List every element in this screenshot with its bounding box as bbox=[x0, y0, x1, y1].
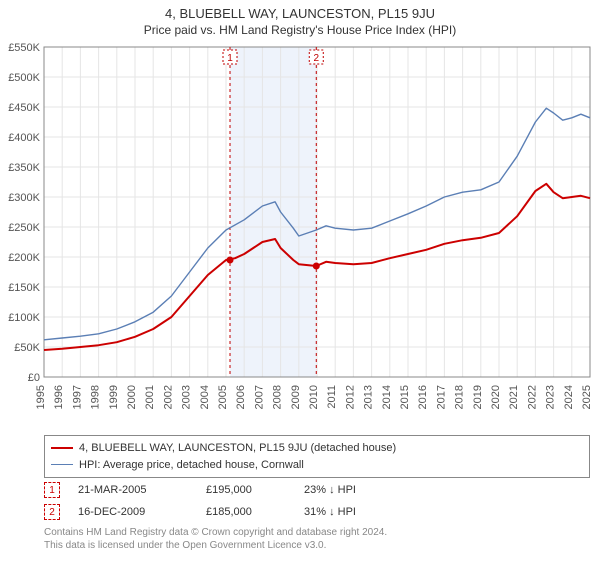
svg-text:2000: 2000 bbox=[126, 385, 138, 409]
svg-text:2024: 2024 bbox=[563, 385, 575, 409]
svg-text:£450K: £450K bbox=[8, 102, 40, 114]
legend-label-hpi: HPI: Average price, detached house, Corn… bbox=[79, 457, 304, 474]
svg-text:2013: 2013 bbox=[363, 385, 375, 409]
legend-swatch-property bbox=[51, 447, 73, 449]
legend: 4, BLUEBELL WAY, LAUNCESTON, PL15 9JU (d… bbox=[44, 435, 590, 478]
svg-text:£250K: £250K bbox=[8, 222, 40, 234]
svg-text:£350K: £350K bbox=[8, 162, 40, 174]
svg-text:2: 2 bbox=[313, 53, 319, 64]
svg-text:2011: 2011 bbox=[326, 385, 338, 409]
sale-row: 1 21-MAR-2005 £195,000 23% ↓ HPI bbox=[44, 482, 590, 498]
svg-text:2004: 2004 bbox=[199, 385, 211, 409]
svg-text:2023: 2023 bbox=[545, 385, 557, 409]
svg-text:2014: 2014 bbox=[381, 385, 393, 409]
sale-date: 21-MAR-2005 bbox=[78, 484, 188, 496]
svg-text:2015: 2015 bbox=[399, 385, 411, 409]
svg-text:2020: 2020 bbox=[490, 385, 502, 409]
svg-text:1999: 1999 bbox=[108, 385, 120, 409]
sale-marker-icon: 1 bbox=[44, 482, 60, 498]
legend-swatch-hpi bbox=[51, 464, 73, 465]
legend-label-property: 4, BLUEBELL WAY, LAUNCESTON, PL15 9JU (d… bbox=[79, 440, 396, 457]
svg-text:2012: 2012 bbox=[344, 385, 356, 409]
svg-text:2006: 2006 bbox=[235, 385, 247, 409]
svg-text:2019: 2019 bbox=[472, 385, 484, 409]
svg-text:£0: £0 bbox=[28, 372, 40, 384]
svg-text:2008: 2008 bbox=[272, 385, 284, 409]
footer-line: Contains HM Land Registry data © Crown c… bbox=[44, 526, 590, 539]
page-title: 4, BLUEBELL WAY, LAUNCESTON, PL15 9JU bbox=[0, 6, 600, 21]
svg-text:£400K: £400K bbox=[8, 132, 40, 144]
svg-text:£200K: £200K bbox=[8, 252, 40, 264]
svg-text:2010: 2010 bbox=[308, 385, 320, 409]
svg-text:1: 1 bbox=[227, 53, 233, 64]
legend-row-hpi: HPI: Average price, detached house, Corn… bbox=[51, 457, 583, 474]
svg-text:£300K: £300K bbox=[8, 192, 40, 204]
footer-line: This data is licensed under the Open Gov… bbox=[44, 539, 590, 552]
price-chart: £0 £50K £100K £150K £200K £250K £300K £350K £400… bbox=[0, 41, 600, 431]
svg-text:2025: 2025 bbox=[581, 385, 593, 409]
page-subtitle: Price paid vs. HM Land Registry's House … bbox=[0, 23, 600, 37]
sales-list: 1 21-MAR-2005 £195,000 23% ↓ HPI 2 16-DE… bbox=[44, 482, 590, 520]
svg-text:2001: 2001 bbox=[144, 385, 156, 409]
svg-text:2016: 2016 bbox=[417, 385, 429, 409]
legend-row-property: 4, BLUEBELL WAY, LAUNCESTON, PL15 9JU (d… bbox=[51, 440, 583, 457]
svg-text:1998: 1998 bbox=[90, 385, 102, 409]
svg-text:1997: 1997 bbox=[71, 385, 83, 409]
sale-hpi: 31% ↓ HPI bbox=[304, 506, 384, 518]
svg-text:£100K: £100K bbox=[8, 312, 40, 324]
sale-date: 16-DEC-2009 bbox=[78, 506, 188, 518]
svg-text:2002: 2002 bbox=[162, 385, 174, 409]
svg-text:2005: 2005 bbox=[217, 385, 229, 409]
svg-text:2003: 2003 bbox=[181, 385, 193, 409]
svg-text:£550K: £550K bbox=[8, 42, 40, 54]
sale-price: £185,000 bbox=[206, 506, 286, 518]
sale-price: £195,000 bbox=[206, 484, 286, 496]
svg-text:£150K: £150K bbox=[8, 282, 40, 294]
sale-marker-icon: 2 bbox=[44, 504, 60, 520]
svg-text:2007: 2007 bbox=[253, 385, 265, 409]
svg-text:2009: 2009 bbox=[290, 385, 302, 409]
sale-hpi: 23% ↓ HPI bbox=[304, 484, 384, 496]
svg-text:2017: 2017 bbox=[435, 385, 447, 409]
sale-row: 2 16-DEC-2009 £185,000 31% ↓ HPI bbox=[44, 504, 590, 520]
svg-text:£50K: £50K bbox=[14, 342, 40, 354]
svg-text:£500K: £500K bbox=[8, 72, 40, 84]
svg-text:1995: 1995 bbox=[35, 385, 47, 409]
footer: Contains HM Land Registry data © Crown c… bbox=[44, 526, 590, 552]
svg-text:2021: 2021 bbox=[508, 385, 520, 409]
svg-text:1996: 1996 bbox=[53, 385, 65, 409]
svg-text:2022: 2022 bbox=[526, 385, 538, 409]
svg-text:2018: 2018 bbox=[454, 385, 466, 409]
